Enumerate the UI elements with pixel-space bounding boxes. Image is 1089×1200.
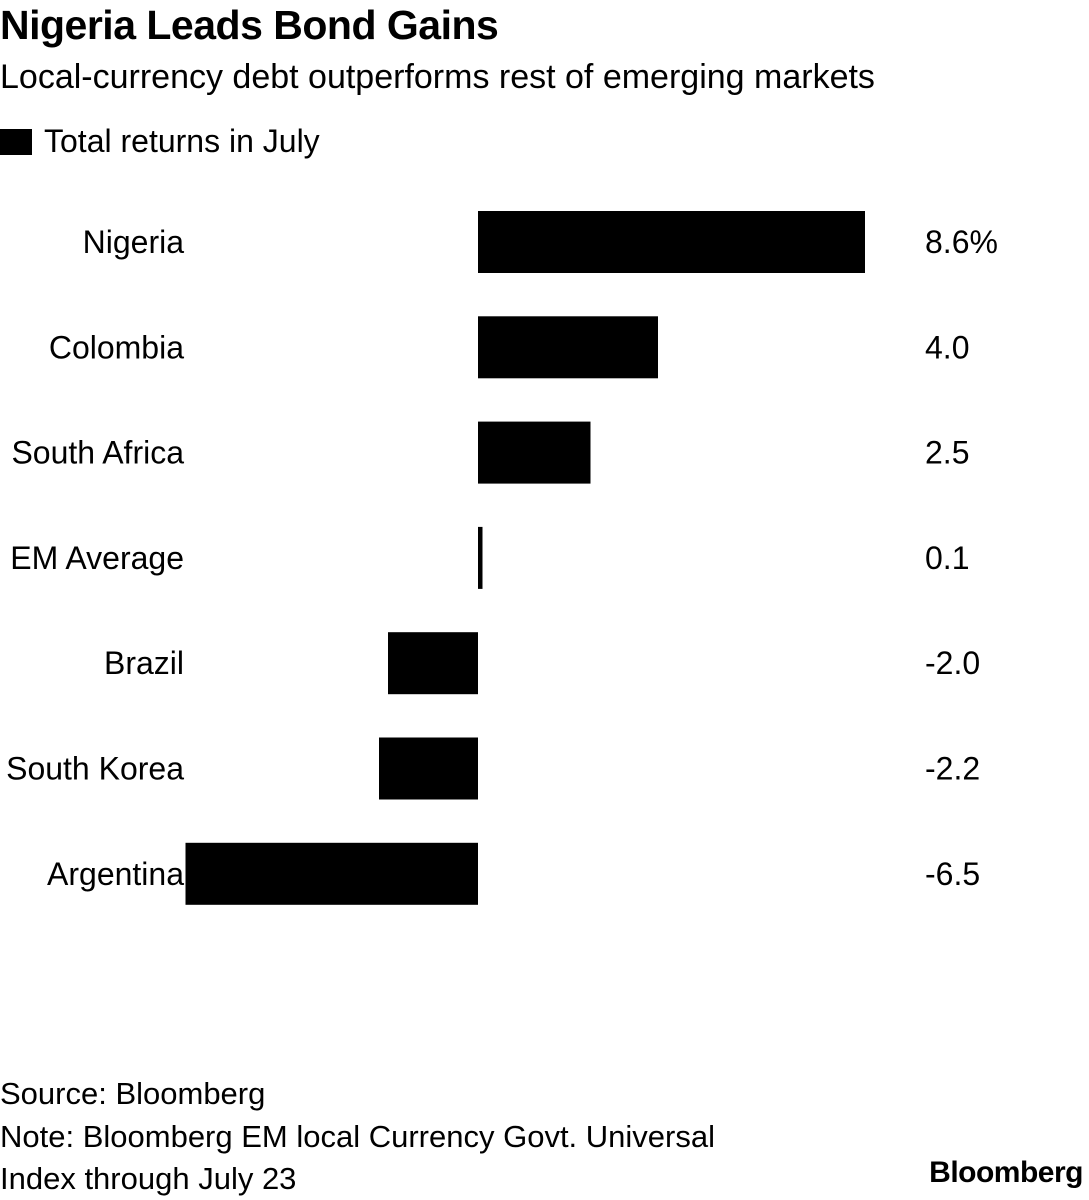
category-label: Colombia <box>49 329 184 365</box>
category-label: South Africa <box>11 435 184 471</box>
legend-label: Total returns in July <box>44 123 320 159</box>
footnote-line-1: Note: Bloomberg EM local Currency Govt. … <box>0 1119 715 1154</box>
bar-south-africa <box>478 421 591 484</box>
category-label: EM Average <box>10 540 184 576</box>
value-label: 2.5 <box>925 435 969 471</box>
bar-chart: Nigeria 8.6% Colombia 4.0 South Africa 2.5 EM … <box>6 211 998 905</box>
value-label: 8.6% <box>925 224 998 260</box>
value-label: 4.0 <box>925 329 969 365</box>
bar-argentina <box>185 842 478 905</box>
value-label: -6.5 <box>925 856 980 892</box>
bar-south-korea <box>379 737 478 800</box>
footnote-line-2: Index through July 23 <box>0 1161 297 1196</box>
bar-nigeria <box>478 211 865 273</box>
category-label: Argentina <box>47 856 184 892</box>
value-label: 0.1 <box>925 540 969 576</box>
chart-subtitle: Local-currency debt outperforms rest of … <box>0 58 875 96</box>
value-label: -2.0 <box>925 645 980 681</box>
category-label: Nigeria <box>83 224 185 260</box>
category-label: Brazil <box>104 645 184 681</box>
bloomberg-logo: Bloomberg <box>929 1156 1083 1189</box>
source-note: Source: Bloomberg <box>0 1076 266 1111</box>
value-label: -2.2 <box>925 751 980 787</box>
bar-brazil <box>388 632 478 695</box>
category-label: South Korea <box>6 751 184 787</box>
chart-legend: Total returns in July <box>0 123 320 160</box>
chart-title: Nigeria Leads Bond Gains <box>0 2 499 48</box>
bar-colombia <box>478 316 658 379</box>
legend-swatch <box>0 128 32 155</box>
bar-em-average <box>478 526 483 589</box>
